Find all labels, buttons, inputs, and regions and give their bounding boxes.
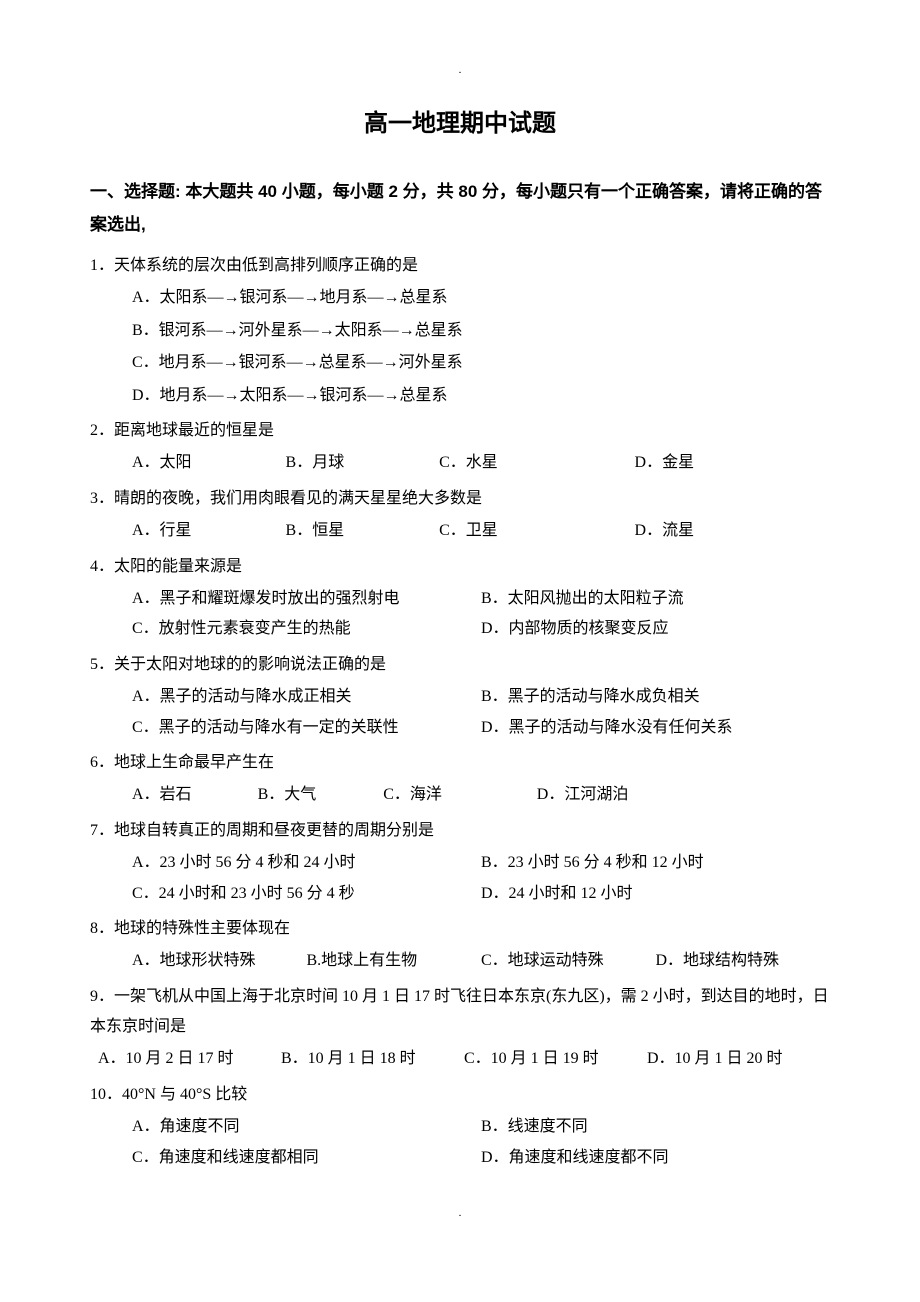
question: 9．一架飞机从中国上海于北京时间 10 月 1 日 17 时飞往日本东京(东九区… [90,982,830,1075]
option: C．24 小时和 23 小时 56 分 4 秒 [132,879,481,909]
page-marker-bottom: . [90,1203,830,1224]
question-text: 5．关于太阳对地球的的影响说法正确的是 [90,650,830,680]
section-header: 一、选择题: 本大题共 40 小题，每小题 2 分，共 80 分，每小题只有一个… [90,176,830,241]
option: B．恒星 [286,516,440,546]
option: A．太阳 [132,448,286,478]
option: C．地球运动特殊 [481,946,656,976]
option: C．卫星 [439,516,634,546]
exam-title: 高一地理期中试题 [90,101,830,147]
option: B．月球 [286,448,440,478]
option: D．江河湖泊 [537,780,746,810]
question-text: 2．距离地球最近的恒星是 [90,416,830,446]
option: C．地月系—→银河系—→总星系—→河外星系 [132,348,830,378]
option: A．太阳系—→银河系—→地月系—→总星系 [132,283,830,313]
option: A．黑子的活动与降水成正相关 [132,682,481,712]
option: A．地球形状特殊 [132,946,307,976]
option: D．地月系—→太阳系—→银河系—→总星系 [132,381,830,411]
options: A．行星B．恒星C．卫星D．流星 [90,516,830,546]
option: B．太阳风抛出的太阳粒子流 [481,584,830,614]
option: A．10 月 2 日 17 时 [98,1044,281,1074]
page-marker-top: . [90,60,830,81]
question-text: 3．晴朗的夜晚，我们用肉眼看见的满天星星绝大多数是 [90,484,830,514]
question-text: 9．一架飞机从中国上海于北京时间 10 月 1 日 17 时飞往日本东京(东九区… [90,982,830,1043]
question: 5．关于太阳对地球的的影响说法正确的是A．黑子的活动与降水成正相关B．黑子的活动… [90,650,830,743]
option: C．角速度和线速度都相同 [132,1143,481,1173]
questions-container: 1．天体系统的层次由低到高排列顺序正确的是A．太阳系—→银河系—→地月系—→总星… [90,251,830,1173]
option: D．内部物质的核聚变反应 [481,614,830,644]
question: 2．距离地球最近的恒星是A．太阳B．月球C．水星D．金星 [90,416,830,479]
option: D．金星 [635,448,830,478]
option: B．23 小时 56 分 4 秒和 12 小时 [481,848,830,878]
question: 8．地球的特殊性主要体现在A．地球形状特殊B.地球上有生物C．地球运动特殊D．地… [90,914,830,977]
options: A．黑子的活动与降水成正相关B．黑子的活动与降水成负相关C．黑子的活动与降水有一… [90,682,830,743]
options: A．太阳系—→银河系—→地月系—→总星系B．银河系—→河外星系—→太阳系—→总星… [90,283,830,411]
question: 1．天体系统的层次由低到高排列顺序正确的是A．太阳系—→银河系—→地月系—→总星… [90,251,830,411]
question-text: 10．40°N 与 40°S 比较 [90,1080,830,1110]
option: D．地球结构特殊 [656,946,831,976]
option: B．大气 [258,780,384,810]
option: A．岩石 [132,780,258,810]
question-text: 1．天体系统的层次由低到高排列顺序正确的是 [90,251,830,281]
option: C．海洋 [383,780,537,810]
question-text: 8．地球的特殊性主要体现在 [90,914,830,944]
question-text: 6．地球上生命最早产生在 [90,748,830,778]
option: B.地球上有生物 [307,946,482,976]
option: C．放射性元素衰变产生的热能 [132,614,481,644]
options: A．岩石B．大气C．海洋D．江河湖泊 [90,780,830,810]
option: C．10 月 1 日 19 时 [464,1044,647,1074]
option: D．黑子的活动与降水没有任何关系 [481,713,830,743]
option: B．线速度不同 [481,1112,830,1142]
question: 6．地球上生命最早产生在A．岩石B．大气C．海洋D．江河湖泊 [90,748,830,811]
question-text: 7．地球自转真正的周期和昼夜更替的周期分别是 [90,816,830,846]
options: A．角速度不同B．线速度不同C．角速度和线速度都相同D．角速度和线速度都不同 [90,1112,830,1173]
option: A．行星 [132,516,286,546]
option: D．10 月 1 日 20 时 [647,1044,830,1074]
option: C．水星 [439,448,634,478]
question: 4．太阳的能量来源是A．黑子和耀斑爆发时放出的强烈射电B．太阳风抛出的太阳粒子流… [90,552,830,645]
question: 7．地球自转真正的周期和昼夜更替的周期分别是A．23 小时 56 分 4 秒和 … [90,816,830,909]
option: D．流星 [635,516,830,546]
option: D．角速度和线速度都不同 [481,1143,830,1173]
option: B．黑子的活动与降水成负相关 [481,682,830,712]
question: 10．40°N 与 40°S 比较A．角速度不同B．线速度不同C．角速度和线速度… [90,1080,830,1173]
options: A．10 月 2 日 17 时B．10 月 1 日 18 时C．10 月 1 日… [90,1044,830,1074]
question-text: 4．太阳的能量来源是 [90,552,830,582]
option: D．24 小时和 12 小时 [481,879,830,909]
options: A．23 小时 56 分 4 秒和 24 小时B．23 小时 56 分 4 秒和… [90,848,830,909]
options: A．地球形状特殊B.地球上有生物C．地球运动特殊D．地球结构特殊 [90,946,830,976]
option: C．黑子的活动与降水有一定的关联性 [132,713,481,743]
option: A．23 小时 56 分 4 秒和 24 小时 [132,848,481,878]
options: A．黑子和耀斑爆发时放出的强烈射电B．太阳风抛出的太阳粒子流C．放射性元素衰变产… [90,584,830,645]
option: B．银河系—→河外星系—→太阳系—→总星系 [132,316,830,346]
question: 3．晴朗的夜晚，我们用肉眼看见的满天星星绝大多数是A．行星B．恒星C．卫星D．流… [90,484,830,547]
options: A．太阳B．月球C．水星D．金星 [90,448,830,478]
option: B．10 月 1 日 18 时 [281,1044,464,1074]
option: A．黑子和耀斑爆发时放出的强烈射电 [132,584,481,614]
option: A．角速度不同 [132,1112,481,1142]
